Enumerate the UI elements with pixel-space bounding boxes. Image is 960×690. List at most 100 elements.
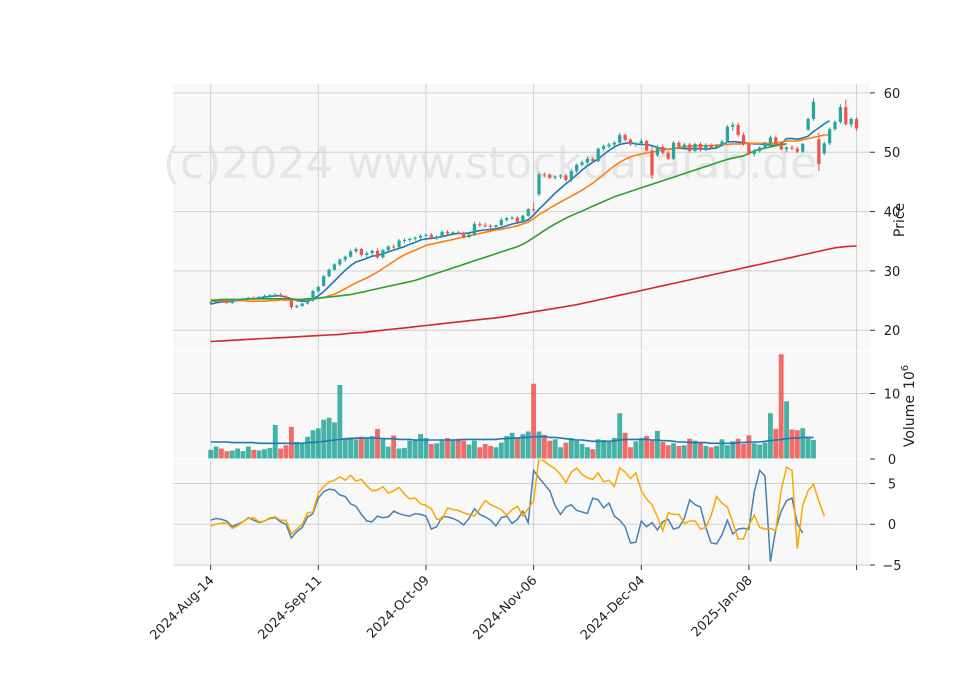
watermark: (c)2024 www.stockdatalab.de (163, 138, 817, 189)
candle-body (655, 146, 660, 156)
volume-bar (256, 450, 262, 459)
volume-y-tick-label: 0 (888, 453, 896, 468)
volume-bar (735, 438, 741, 459)
candle-body (418, 235, 423, 238)
candle-body (284, 296, 288, 300)
volume-bar (568, 438, 574, 459)
candle-body (806, 119, 810, 130)
candle-body (585, 158, 590, 163)
volume-bar (385, 446, 391, 459)
volume-bar (708, 447, 714, 459)
moving-average-4 (210, 245, 857, 343)
volume-bar (375, 428, 380, 459)
volume-bar (665, 445, 671, 459)
volume-bar (278, 448, 284, 459)
candle-body (322, 276, 326, 286)
volume-bar (703, 445, 709, 459)
indicator-y-tick-label: 5 (888, 477, 896, 492)
volume-bar (531, 383, 537, 459)
volume-bar (402, 447, 407, 459)
volume-bar (741, 443, 746, 459)
volume-bar (687, 438, 693, 459)
candle-body (671, 142, 676, 159)
candle-body (661, 146, 665, 153)
volume-bar (321, 419, 327, 459)
candle-body (639, 140, 643, 144)
volume-bar (606, 441, 612, 459)
candle-body (601, 146, 606, 149)
volume-bar (445, 438, 450, 459)
volume-bar (617, 413, 623, 459)
candle-body (402, 240, 407, 242)
volume-bar (585, 447, 590, 459)
volume-bar (423, 438, 429, 459)
volume-bar (229, 450, 235, 459)
candle-body (230, 299, 234, 303)
volume-bar (746, 435, 752, 459)
volume-axis-label: Volume 106 (900, 365, 918, 447)
volume-bar (358, 436, 364, 459)
volume-bar (369, 436, 375, 459)
moving-average-3 (210, 143, 787, 301)
candle-body (612, 142, 616, 145)
volume-bar (471, 440, 477, 459)
candle-body (381, 250, 385, 258)
candle-body (332, 264, 337, 270)
volume-bar (547, 440, 553, 459)
candle-body (273, 294, 277, 296)
candle-body (295, 305, 299, 308)
candle-body (408, 238, 412, 241)
volume-bar (719, 439, 725, 459)
x-tick-label: 2024-Oct-09 (364, 573, 432, 641)
volume-unit-base: 10 (902, 371, 918, 389)
volume-bar (498, 442, 504, 459)
candle-body (591, 158, 595, 162)
candle-body (811, 101, 816, 120)
volume-bar (579, 443, 585, 459)
volume-bar (515, 437, 520, 459)
candle-body (515, 217, 520, 223)
volume-bar (574, 440, 580, 459)
candle-body (596, 148, 600, 162)
candle-body (327, 269, 331, 277)
volume-bar (644, 436, 650, 459)
candle-body (526, 209, 530, 216)
volume-bar (348, 437, 354, 459)
price-y-tick-label: 30 (884, 265, 901, 280)
volume-bar (391, 435, 397, 459)
volume-average-line (210, 435, 814, 445)
volume-bar (240, 451, 246, 459)
volume-bar (488, 445, 493, 459)
candle-body (209, 302, 213, 304)
candle-body (828, 129, 832, 144)
volume-bar (757, 444, 763, 459)
candle-body (677, 142, 681, 147)
candle-body (467, 234, 471, 238)
candle-body (795, 148, 799, 152)
candle-body (472, 224, 477, 235)
volume-bar (595, 439, 601, 459)
volume-bar (730, 441, 736, 459)
x-tick-label: 2024-Dec-04 (578, 573, 648, 643)
indicator-line-2 (210, 456, 826, 549)
candle-body (311, 291, 315, 301)
candle-body (478, 224, 482, 226)
volume-bar (633, 441, 639, 459)
candle-body (542, 174, 546, 176)
candle-body (801, 143, 805, 152)
candle-body (510, 217, 514, 219)
candle-body (359, 248, 363, 255)
price-y-tick-label: 60 (884, 87, 901, 102)
volume-bar (493, 447, 499, 459)
candle-body (623, 135, 627, 140)
volume-bar (326, 417, 332, 459)
candle-body (548, 174, 552, 178)
candle-body (252, 297, 256, 299)
volume-label-text: Volume (902, 395, 918, 447)
candle-body (214, 300, 218, 303)
volume-bar (789, 429, 795, 459)
volume-bar (784, 401, 789, 459)
volume-bar (208, 449, 214, 459)
x-tick-label: 2025-Jan-08 (689, 573, 756, 640)
volume-bar (751, 443, 757, 459)
